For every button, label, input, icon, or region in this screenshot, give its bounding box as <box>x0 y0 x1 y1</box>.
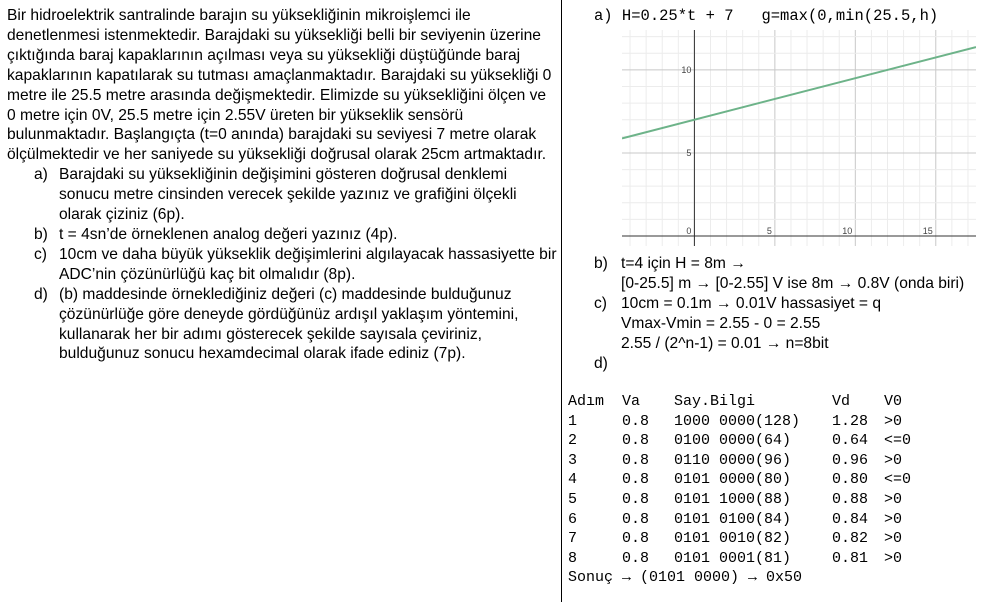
series-line <box>622 46 976 140</box>
answer-a-equation: a) H=0.25*t + 7 g=max(0,min(25.5,h) <box>594 7 938 25</box>
answer-d-letter: d) <box>594 354 608 372</box>
table-cell: <=0 <box>884 432 912 450</box>
table-cell: 0101 1000(88) <box>674 490 792 508</box>
table-cell: >0 <box>884 451 903 469</box>
table-cell: 0.82 <box>832 530 869 548</box>
table-cell: 1000 0000(128) <box>674 412 801 430</box>
table-header: Adım <box>568 393 605 410</box>
table-row: 5 0.8 0101 1000(88) 0.88 >0 <box>568 490 911 510</box>
table-cell: 0.64 <box>832 432 869 450</box>
table-cell: 0.8 <box>622 412 650 430</box>
question-item: d) (b) maddesinde örneklediğiniz değeri (… <box>7 285 559 365</box>
table-cell: >0 <box>884 490 903 508</box>
column-divider <box>561 0 562 602</box>
x-tick-label: 15 <box>923 226 933 236</box>
table-cell: 0.81 <box>832 549 869 567</box>
answer-a-letter: a) <box>594 7 613 25</box>
table-cell: >0 <box>884 510 903 528</box>
table-cell: 0101 0010(82) <box>674 530 792 548</box>
table-cell: 8 <box>568 549 578 567</box>
table-cell: <=0 <box>884 471 912 489</box>
answer-b-letter: b) <box>594 255 608 272</box>
table-cell: 0100 0000(64) <box>674 432 792 450</box>
question-letter: d) <box>34 285 48 303</box>
question-text: t = 4sn’de örneklenen analog değeri yazı… <box>59 225 398 243</box>
table-header: Say.Bilgi <box>674 393 756 410</box>
table-cell: 0.8 <box>622 549 650 567</box>
sar-result: Sonuç → (0101 0000) → 0x50 <box>568 569 803 587</box>
table-header: Va <box>622 393 641 410</box>
table-header: V0 <box>884 393 903 410</box>
table-cell: 0.8 <box>622 432 650 450</box>
table-row: 2 0.8 0100 0000(64) 0.64 <=0 <box>568 431 911 451</box>
table-cell: 0101 0100(84) <box>674 510 792 528</box>
answer-c-line1: 10cm = 0.1m → 0.01V hassasiyet = q <box>621 294 882 312</box>
table-cell: 0101 0001(81) <box>674 549 792 567</box>
x-tick-label: 10 <box>842 226 852 236</box>
answer-b-line1: t=4 için H = 8m → <box>621 255 746 272</box>
equation-text: H=0.25*t + 7 g=max(0,min(25.5,h) <box>621 7 939 25</box>
answers-bcd: b) t=4 için H = 8m → [0-25.5] m → [0-2.55… <box>594 254 1006 373</box>
question-text: Barajdaki su yüksekliğinin değişimini gö… <box>59 166 517 224</box>
table-row: 8 0.8 0101 0001(81) 0.81 >0 <box>568 549 911 569</box>
table-cell: 7 <box>568 530 578 548</box>
sar-table: Adım Va Say.Bilgi Vd V0 1 0.8 1000 0000(128) 1.… <box>568 392 911 588</box>
table-header: Vd <box>832 393 851 410</box>
table-cell: 0.84 <box>832 510 869 528</box>
table-row: 4 0.8 0101 0000(80) 0.80 <=0 <box>568 470 911 490</box>
answer-b-line2: [0-25.5] m → [0-2.55] V ise 8m → 0.8V (o… <box>621 274 965 292</box>
problem-text: Bir hidroelektrik santralinde barajın su… <box>7 6 559 364</box>
problem-intro: Bir hidroelektrik santralinde barajın su… <box>7 7 552 164</box>
question-item: a) Barajdaki su yüksekliğinin değişimini … <box>7 165 559 225</box>
table-cell: 0110 0000(96) <box>674 451 792 469</box>
table-cell: 0.8 <box>622 490 650 508</box>
question-text: 10cm ve daha büyük yükseklik değişimleri… <box>59 245 557 283</box>
question-item: b) t = 4sn’de örneklenen analog değeri ya… <box>7 225 559 245</box>
question-text: (b) maddesinde örneklediğiniz değeri (c)… <box>59 285 519 363</box>
table-cell: 0.8 <box>622 451 650 469</box>
table-cell: >0 <box>884 412 903 430</box>
table-cell: 0101 0000(80) <box>674 471 792 489</box>
x-tick-label: 0 <box>686 226 691 236</box>
table-cell: 4 <box>568 471 578 489</box>
table-cell: >0 <box>884 530 903 548</box>
table-cell: 1 <box>568 412 578 430</box>
table-cell: 0.88 <box>832 490 869 508</box>
table-cell: 6 <box>568 510 578 528</box>
question-letter: c) <box>34 245 47 263</box>
answer-c-letter: c) <box>594 294 607 312</box>
question-list: a) Barajdaki su yüksekliğinin değişimini … <box>7 165 559 364</box>
table-row: 6 0.8 0101 0100(84) 0.84 >0 <box>568 510 911 530</box>
question-item: c) 10cm ve daha büyük yükseklik değişimle… <box>7 245 559 285</box>
y-tick-label: 10 <box>681 65 691 75</box>
y-tick-label: 5 <box>686 148 691 158</box>
table-cell: 3 <box>568 451 578 469</box>
table-cell: 0.8 <box>622 510 650 528</box>
x-tick-label: 5 <box>767 226 772 236</box>
answer-c-line2: Vmax-Vmin = 2.55 - 0 = 2.55 <box>621 314 821 332</box>
table-cell: 0.96 <box>832 451 869 469</box>
table-cell: >0 <box>884 549 903 567</box>
table-row: 7 0.8 0101 0010(82) 0.82 >0 <box>568 529 911 549</box>
table-row: 3 0.8 0110 0000(96) 0.96 >0 <box>568 451 911 471</box>
question-letter: a) <box>34 166 48 184</box>
table-cell: 2 <box>568 432 578 450</box>
question-letter: b) <box>34 225 48 243</box>
answer-c-line3: 2.55 / (2^n-1) = 0.01 → n=8bit <box>621 334 829 352</box>
line-graph: 5051015510 <box>622 30 976 246</box>
table-cell: 1.28 <box>832 412 869 430</box>
table-cell: 0.8 <box>622 471 650 489</box>
table-row: 1 0.8 1000 0000(128) 1.28 >0 <box>568 412 911 432</box>
table-cell: 0.8 <box>622 530 650 548</box>
table-cell: 5 <box>568 490 578 508</box>
table-cell: 0.80 <box>832 471 869 489</box>
